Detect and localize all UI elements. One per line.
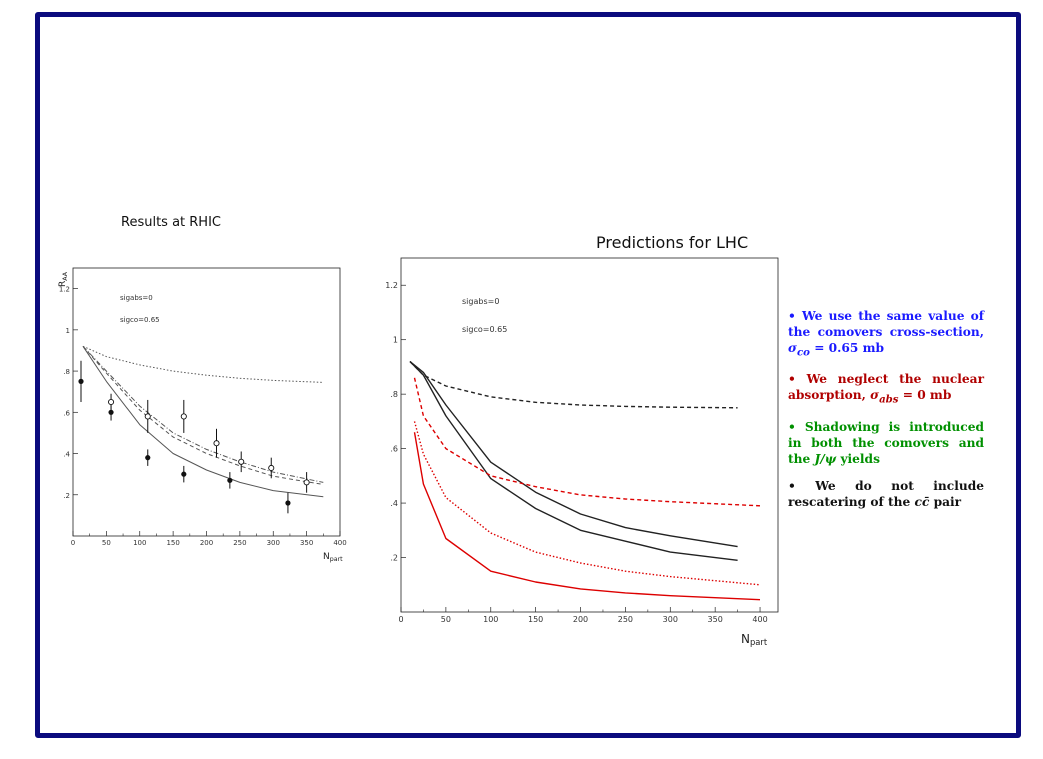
lhc-chart: 0 50 100 150 200 250 300 350 400 .2 .4 .6 .8 1 1.2 siga… [385, 257, 779, 647]
x-tick-label: 150 [528, 615, 543, 624]
data-point-filled [145, 455, 151, 461]
sigma-abs-sub: abs [879, 393, 899, 406]
jpsi-symbol: J/ψ [814, 451, 837, 466]
data-point-open [213, 440, 220, 447]
lhc-chart-title: Predictions for LHC [596, 233, 749, 252]
data-point-open [303, 479, 310, 486]
bullet-shadowing: • Shadowing is introduced in both the co… [788, 419, 984, 467]
x-tick-label: 350 [708, 615, 723, 624]
slide-frame [35, 12, 1021, 738]
x-tick-label: 0 [398, 615, 403, 624]
x-tick-label: 350 [300, 539, 313, 547]
x-tick-label: 300 [663, 615, 678, 624]
sigma-co-symbol: σ [788, 341, 797, 355]
bullet-comovers: • We use the same value of the comovers … [788, 308, 984, 360]
y-tick-label: 1 [393, 336, 398, 345]
x-tick-label: 50 [102, 539, 111, 547]
x-tick-label: 300 [267, 539, 280, 547]
y-tick-label: 1.2 [59, 286, 70, 294]
y-tick-label: .6 [63, 409, 70, 417]
bullet-absorption-text: • We neglect the nuclear absorption, [788, 372, 984, 403]
bullet-rescattering-text: • We do not include rescatering of the [788, 478, 984, 509]
bullet-shadowing-text: • Shadowing is introduced in both the co… [788, 419, 984, 466]
sigma-co-sub: co [797, 346, 810, 359]
data-point-open [268, 464, 275, 472]
data-point-open [180, 413, 187, 420]
y-tick-label: .8 [63, 368, 70, 376]
y-tick-label: 1 [66, 327, 70, 335]
bullet-absorption: • We neglect the nuclear absorption, σab… [788, 371, 984, 407]
series-line-dashdot [82, 345, 324, 483]
lhc-x-axis-label: Npart [741, 632, 768, 647]
plot-frame [400, 257, 779, 613]
series-line-dashed [82, 345, 324, 485]
chart-annotation: sigco=0.65 [120, 316, 160, 324]
data-point-filled [181, 471, 187, 477]
x-tick-label: 400 [333, 539, 346, 547]
data-point-filled [227, 477, 233, 483]
bullet-shadowing-tail: yields [836, 451, 880, 466]
y-tick-label: .2 [390, 554, 398, 563]
bullet-list: • We use the same value of the comovers … [788, 308, 984, 521]
series-line-dotted [413, 421, 761, 586]
x-tick-label: 200 [573, 615, 588, 624]
rhic-x-axis-label: Npart [323, 552, 343, 563]
y-tick-label: .6 [390, 445, 398, 454]
bullet-rescattering: • We do not include rescatering of the c… [788, 478, 984, 510]
y-tick-label: .8 [390, 390, 398, 399]
x-tick-label: 100 [133, 539, 146, 547]
y-tick-label: 1.2 [385, 281, 398, 290]
data-point-filled [108, 409, 114, 415]
series-line-solid [409, 360, 738, 548]
data-point-open [107, 398, 115, 406]
data-point-open [144, 413, 151, 420]
series-line-solid [82, 346, 324, 498]
rhic-y-axis-label: RAA [58, 271, 69, 287]
data-point-open [238, 458, 245, 465]
x-tick-label: 50 [441, 615, 451, 624]
x-tick-label: 250 [233, 539, 246, 547]
series-line-dashed [409, 361, 738, 409]
chart-annotation: sigabs=0 [462, 297, 499, 306]
bullet-rescattering-tail: pair [929, 494, 962, 509]
data-point-filled [285, 500, 291, 506]
y-tick-label: .2 [63, 492, 70, 500]
rhic-chart: 0 50 100 150 200 250 300 350 400 .2 .4 .6 .8 1 1.2 siga… [58, 267, 347, 563]
x-tick-label: 0 [71, 539, 75, 547]
series-line-solid [409, 361, 738, 561]
y-tick-label: .4 [390, 499, 398, 508]
sigma-abs-value: = 0 mb [898, 388, 952, 403]
x-tick-label: 250 [618, 615, 633, 624]
sigma-co-value: = 0.65 mb [809, 341, 885, 355]
series-line-dotted [82, 345, 324, 383]
x-tick-label: 400 [752, 615, 767, 624]
y-tick-label: .4 [63, 451, 70, 459]
data-point-filled [78, 378, 84, 384]
bullet-comovers-text: • We use the same value of the comovers … [788, 309, 984, 339]
x-tick-label: 150 [166, 539, 179, 547]
chart-annotation: sigco=0.65 [462, 325, 507, 334]
series-line-dashed [413, 377, 761, 507]
x-tick-label: 100 [483, 615, 498, 624]
sigma-abs-symbol: σ [870, 388, 880, 403]
series-line-solid [413, 432, 761, 601]
chart-annotation: sigabs=0 [120, 294, 153, 302]
x-tick-label: 200 [200, 539, 213, 547]
cc-bar-symbol: cc̄ [914, 494, 930, 509]
rhic-chart-title: Results at RHIC [121, 215, 221, 230]
